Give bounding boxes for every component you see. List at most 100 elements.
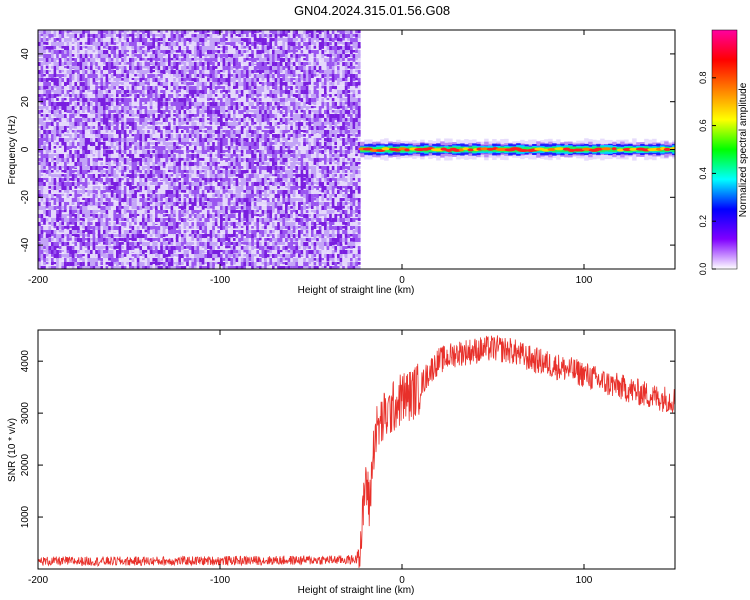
noise-cell	[155, 74, 158, 80]
noise-cell	[84, 82, 88, 88]
noise-cell	[160, 210, 163, 217]
noise-cell	[220, 230, 223, 233]
noise-cell	[238, 174, 241, 179]
noise-cell	[209, 30, 213, 33]
noise-cell	[214, 182, 218, 188]
noise-cell	[71, 54, 75, 57]
noise-cell	[121, 70, 124, 76]
noise-cell	[92, 206, 96, 213]
noise-cell	[105, 218, 109, 224]
noise-cell	[77, 150, 80, 155]
noise-cell	[201, 110, 205, 114]
noise-cell	[173, 50, 176, 53]
noise-cell	[74, 178, 78, 181]
noise-cell	[240, 30, 244, 35]
noise-cell	[162, 46, 166, 51]
noise-cell	[87, 46, 91, 52]
noise-cell	[90, 234, 93, 237]
noise-cell	[155, 214, 158, 219]
noise-cell	[123, 86, 127, 89]
noise-cell	[149, 138, 153, 141]
noise-cell	[178, 206, 182, 209]
noise-cell	[61, 226, 65, 231]
noise-cell	[201, 74, 205, 81]
noise-cell	[227, 254, 231, 259]
noise-cell	[40, 150, 44, 156]
noise-cell	[233, 110, 236, 117]
noise-cell	[53, 62, 57, 67]
noise-cell	[251, 50, 254, 55]
noise-cell	[251, 146, 254, 149]
noise-cell	[181, 170, 184, 174]
noise-cell	[142, 130, 145, 134]
noise-cell	[220, 266, 223, 269]
noise-cell	[149, 54, 153, 61]
noise-cell	[131, 178, 135, 185]
noise-cell	[82, 166, 85, 172]
noise-cell	[214, 94, 218, 97]
noise-cell	[149, 98, 153, 105]
noise-cell	[253, 66, 257, 73]
noise-cell	[160, 242, 163, 248]
noise-cell	[246, 194, 249, 200]
noise-cell	[188, 202, 192, 205]
noise-cell	[191, 162, 195, 167]
noise-cell	[110, 206, 114, 209]
noise-cell	[134, 190, 137, 196]
noise-cell	[230, 178, 234, 185]
noise-cell	[61, 122, 65, 129]
noise-cell	[131, 78, 135, 81]
noise-cell	[173, 102, 176, 108]
noise-cell	[136, 214, 140, 217]
noise-cell	[61, 106, 65, 113]
noise-cell	[48, 198, 52, 202]
noise-cell	[116, 86, 119, 92]
noise-cell	[66, 94, 70, 97]
noise-cell	[196, 90, 200, 97]
noise-cell	[126, 266, 130, 269]
noise-cell	[51, 62, 54, 68]
noise-cell	[175, 58, 179, 61]
noise-cell	[243, 158, 247, 162]
noise-cell	[40, 198, 44, 202]
noise-cell	[222, 194, 226, 199]
noise-cell	[134, 266, 137, 269]
noise-cell	[134, 98, 137, 102]
noise-cell	[48, 202, 52, 208]
noise-cell	[217, 114, 221, 117]
noise-cell	[134, 134, 137, 140]
noise-cell	[178, 34, 182, 38]
noise-cell	[149, 82, 153, 85]
noise-cell	[165, 262, 169, 266]
noise-cell	[175, 138, 179, 141]
noise-cell	[48, 170, 52, 177]
noise-cell	[149, 142, 153, 145]
noise-cell	[45, 250, 49, 254]
noise-cell	[240, 126, 244, 133]
noise-cell	[123, 46, 127, 52]
noise-cell	[204, 178, 208, 185]
noise-cell	[155, 222, 158, 225]
noise-cell	[43, 78, 46, 82]
noise-cell	[209, 186, 213, 192]
noise-cell	[129, 70, 132, 74]
noise-cell	[48, 70, 52, 73]
noise-cell	[227, 210, 231, 213]
noise-cell	[246, 118, 249, 123]
noise-cell	[84, 250, 88, 253]
noise-cell	[90, 166, 93, 172]
noise-cell	[248, 62, 252, 69]
noise-cell	[246, 246, 249, 252]
noise-cell	[56, 54, 59, 60]
noise-cell	[149, 50, 153, 53]
noise-cell	[90, 130, 93, 137]
noise-cell	[40, 186, 44, 192]
noise-cell	[225, 38, 228, 41]
noise-cell	[48, 46, 52, 50]
noise-cell	[183, 98, 187, 103]
noise-cell	[142, 58, 145, 61]
noise-cell	[149, 70, 153, 74]
noise-cell	[58, 50, 62, 54]
noise-cell	[53, 202, 57, 205]
noise-cell	[53, 54, 57, 57]
